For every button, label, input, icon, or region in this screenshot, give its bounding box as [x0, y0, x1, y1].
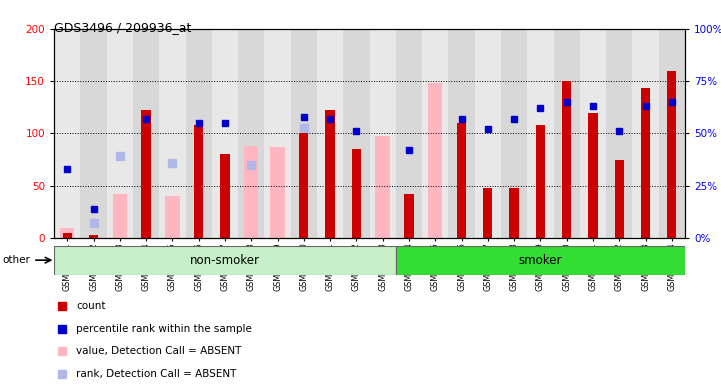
Bar — [212, 29, 238, 238]
Bar — [659, 29, 685, 238]
Text: rank, Detection Call = ABSENT: rank, Detection Call = ABSENT — [76, 369, 236, 379]
Text: non-smoker: non-smoker — [190, 254, 260, 266]
Bar — [614, 160, 624, 238]
Bar — [165, 196, 180, 238]
Bar — [185, 29, 212, 238]
Bar — [317, 29, 343, 238]
Bar — [54, 246, 396, 275]
Bar — [369, 29, 396, 238]
Text: value, Detection Call = ABSENT: value, Detection Call = ABSENT — [76, 346, 242, 356]
Bar — [404, 194, 414, 238]
Bar — [554, 29, 580, 238]
Bar — [270, 147, 285, 238]
Bar — [89, 235, 98, 238]
Bar — [54, 29, 80, 238]
Bar — [80, 29, 107, 238]
Bar — [194, 125, 203, 238]
Bar — [141, 111, 151, 238]
Bar — [238, 29, 265, 238]
Bar — [667, 71, 676, 238]
Bar — [606, 29, 632, 238]
Bar — [536, 125, 545, 238]
Bar — [562, 81, 571, 238]
Bar — [580, 29, 606, 238]
Bar — [396, 246, 685, 275]
Bar — [641, 88, 650, 238]
Bar — [63, 233, 72, 238]
Text: smoker: smoker — [518, 254, 562, 266]
Bar — [588, 113, 598, 238]
Bar — [107, 29, 133, 238]
Text: percentile rank within the sample: percentile rank within the sample — [76, 324, 252, 334]
Bar — [343, 29, 369, 238]
Bar — [428, 83, 443, 238]
Bar — [396, 29, 422, 238]
Bar — [457, 123, 466, 238]
Bar — [352, 149, 361, 238]
Bar — [376, 136, 390, 238]
Bar — [133, 29, 159, 238]
Text: count: count — [76, 301, 106, 311]
Bar — [265, 29, 291, 238]
Text: other: other — [2, 255, 30, 265]
Bar — [448, 29, 474, 238]
Bar — [291, 29, 317, 238]
Bar — [632, 29, 659, 238]
Bar — [299, 133, 309, 238]
Bar — [60, 228, 74, 238]
Bar — [244, 146, 258, 238]
Bar — [527, 29, 554, 238]
Bar — [474, 29, 501, 238]
Bar — [510, 188, 518, 238]
Bar — [483, 188, 492, 238]
Bar — [422, 29, 448, 238]
Text: GDS3496 / 209936_at: GDS3496 / 209936_at — [54, 21, 192, 34]
Bar — [159, 29, 185, 238]
Bar — [112, 194, 127, 238]
Bar — [501, 29, 527, 238]
Bar — [325, 111, 335, 238]
Bar — [221, 154, 229, 238]
